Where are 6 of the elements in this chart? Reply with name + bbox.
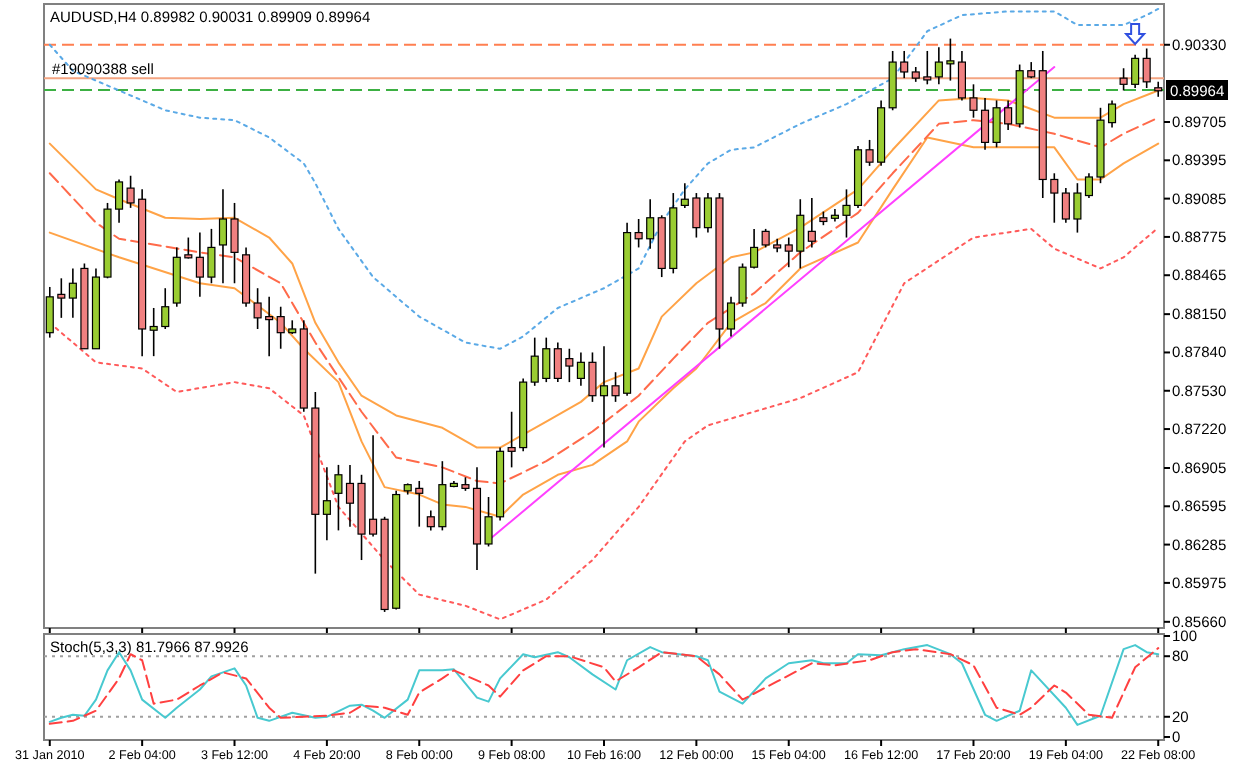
line-series <box>48 7 1160 350</box>
candlestick <box>322 466 331 542</box>
candlestick <box>807 197 816 249</box>
line-series <box>48 89 1160 449</box>
candlestick <box>1142 47 1151 89</box>
candlestick <box>1154 80 1163 98</box>
